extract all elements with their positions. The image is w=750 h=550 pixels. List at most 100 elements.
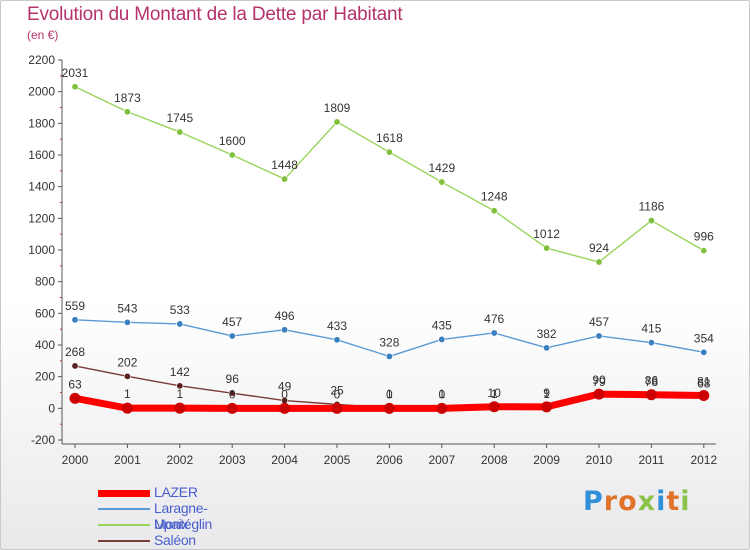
y-tick-label: 1000	[28, 243, 55, 257]
data-label-saleon: 1	[386, 387, 393, 401]
data-label-lazer: 86	[645, 374, 659, 388]
data-point-upaix	[700, 247, 708, 255]
data-label-saleon: 96	[226, 372, 240, 386]
data-label-laragne: 382	[537, 327, 557, 341]
data-point-lazer	[331, 402, 343, 414]
data-label-upaix: 1873	[114, 91, 141, 105]
x-tick-label: 2000	[62, 453, 89, 467]
x-tick-label: 2010	[586, 453, 613, 467]
data-label-saleon: 49	[278, 380, 292, 394]
data-point-lazer	[69, 392, 81, 404]
data-point-upaix	[385, 148, 393, 156]
data-label-laragne: 559	[65, 299, 85, 313]
data-label-upaix: 1429	[428, 161, 455, 175]
data-label-saleon: 1	[438, 387, 445, 401]
data-label-saleon: 268	[65, 345, 85, 359]
y-tick-label: 1600	[28, 148, 55, 162]
data-label-lazer: 0	[438, 387, 445, 401]
data-label-upaix: 1012	[533, 227, 560, 241]
legend-label-laragne: Laragne-Montéglin	[154, 500, 213, 532]
data-label-laragne: 457	[589, 315, 609, 329]
proxiti-logo: Proxiti	[583, 486, 691, 517]
data-label-laragne: 543	[117, 301, 137, 315]
data-label-laragne: 415	[641, 322, 661, 336]
brand-letter: i	[656, 486, 667, 517]
brand-letter: i	[680, 486, 691, 517]
data-label-laragne: 496	[275, 309, 295, 323]
y-tick-label: 400	[35, 338, 55, 352]
data-point-upaix	[647, 217, 655, 225]
y-tick-label: 2000	[28, 85, 55, 99]
data-point-laragne	[333, 336, 341, 344]
data-label-lazer: 63	[68, 377, 82, 391]
data-label-laragne: 457	[222, 315, 242, 329]
brand-letter: t	[666, 486, 681, 517]
brand-letter: o	[618, 486, 638, 517]
brand-letter: x	[637, 486, 657, 517]
y-tick-label: 1800	[28, 116, 55, 130]
chart-subtitle: (en €)	[27, 28, 59, 42]
y-tick-label: 1200	[28, 211, 55, 225]
chart-title: Evolution du Montant de la Dette par Hab…	[27, 4, 403, 25]
data-label-lazer: 0	[334, 387, 341, 401]
y-tick-label: 2200	[28, 53, 55, 67]
x-tick-label: 2007	[428, 453, 455, 467]
data-label-upaix: 2031	[62, 66, 89, 80]
data-point-lazer	[645, 389, 657, 401]
data-point-laragne	[490, 329, 498, 337]
data-point-laragne	[385, 352, 393, 360]
x-tick-label: 2004	[271, 453, 298, 467]
data-label-upaix: 996	[694, 230, 714, 244]
data-point-upaix	[281, 175, 289, 183]
y-tick-label: 0	[48, 401, 55, 415]
data-label-lazer: 0	[281, 387, 288, 401]
data-label-laragne: 328	[379, 335, 399, 349]
data-point-upaix	[228, 151, 236, 159]
data-point-lazer	[174, 402, 186, 414]
data-label-lazer: 1	[124, 387, 131, 401]
data-point-saleon	[123, 372, 131, 380]
data-label-saleon: 142	[170, 365, 190, 379]
data-point-upaix	[71, 83, 79, 91]
data-label-upaix: 1248	[481, 190, 508, 204]
data-point-lazer	[436, 402, 448, 414]
data-label-saleon: 68	[697, 377, 711, 391]
y-tick-label: -200	[31, 433, 55, 447]
data-point-laragne	[700, 348, 708, 356]
y-tick-label: 800	[35, 275, 55, 289]
data-label-upaix: 1809	[324, 101, 351, 115]
legend-swatch-lazer	[98, 490, 150, 497]
data-point-laragne	[228, 332, 236, 340]
data-point-lazer	[226, 402, 238, 414]
data-label-laragne: 476	[484, 312, 504, 326]
data-point-laragne	[595, 332, 603, 340]
data-label-upaix: 1448	[271, 158, 298, 172]
data-label-laragne: 533	[170, 303, 190, 317]
data-point-laragne	[438, 335, 446, 343]
data-label-saleon: 78	[645, 375, 659, 389]
data-label-lazer: 9	[543, 386, 550, 400]
data-label-upaix: 1186	[638, 200, 664, 214]
data-label-lazer: 0	[386, 387, 393, 401]
data-label-upaix: 924	[589, 241, 609, 255]
data-point-lazer	[383, 402, 395, 414]
data-label-lazer: 0	[229, 387, 236, 401]
data-point-saleon	[71, 362, 79, 370]
data-point-saleon	[176, 382, 184, 390]
data-point-upaix	[490, 207, 498, 215]
x-tick-label: 2002	[166, 453, 193, 467]
data-point-laragne	[176, 320, 184, 328]
data-label-lazer: 10	[488, 386, 502, 400]
legend-label-lazer: LAZER	[154, 484, 198, 500]
data-label-upaix: 1745	[166, 111, 193, 125]
data-point-upaix	[543, 244, 551, 252]
x-tick-label: 2003	[219, 453, 246, 467]
data-point-laragne	[123, 318, 131, 326]
data-label-lazer: 1	[176, 387, 183, 401]
data-label-laragne: 435	[432, 318, 452, 332]
data-label-laragne: 354	[694, 331, 714, 345]
data-point-lazer	[121, 402, 133, 414]
y-tick-label: 1400	[28, 180, 55, 194]
brand-letter: r	[603, 486, 619, 517]
data-label-lazer: 81	[697, 375, 711, 389]
